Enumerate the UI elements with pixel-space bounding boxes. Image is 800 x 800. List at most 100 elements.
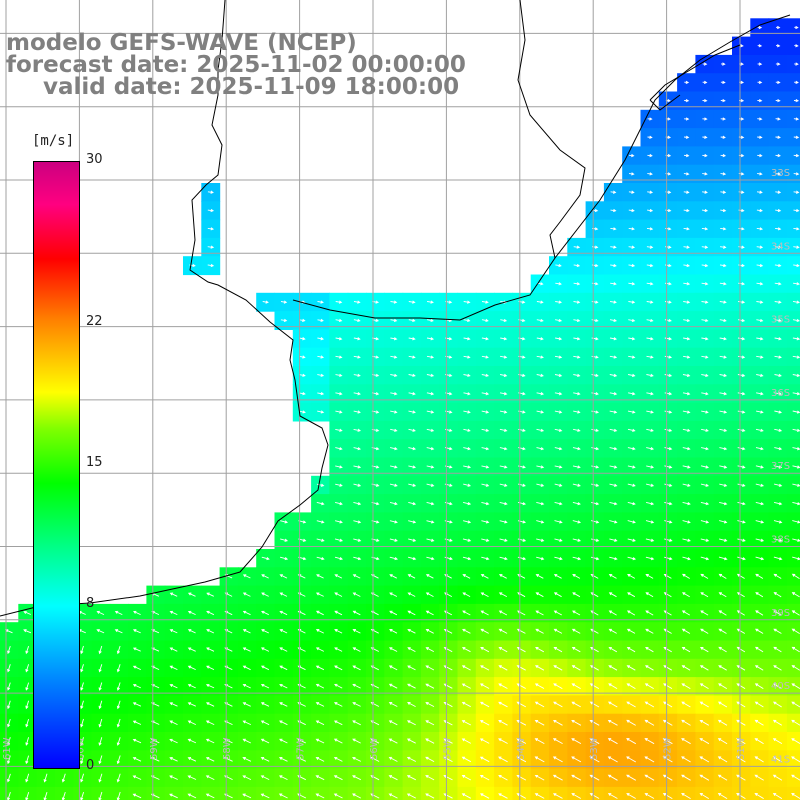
wind-arrow [555,282,562,286]
wind-arrow [718,556,728,561]
wind-arrow [6,755,11,765]
field-cell [786,274,800,294]
wind-arrow [720,245,727,249]
wind-arrow [754,683,764,689]
wind-arrow [25,718,30,728]
wind-arrow [114,610,123,616]
wind-arrow [463,447,471,451]
wind-arrow [572,592,581,598]
lon-label: 52W [663,737,674,760]
field-cell [786,201,800,221]
wind-arrow [132,793,142,799]
wind-arrow [187,702,196,707]
wind-arrow [663,683,673,689]
wind-arrow [353,355,361,359]
wind-arrow [644,701,655,708]
wind-arrow [461,665,471,671]
wind-arrow [626,665,636,671]
wind-arrow [717,756,728,763]
wind-arrow [793,208,800,213]
field-cell [786,347,800,367]
wind-arrow [683,318,691,323]
field-cell [786,603,800,623]
wind-arrow [646,392,654,396]
wind-arrow [627,556,637,561]
field-cell [109,786,129,800]
wind-arrow [720,62,726,66]
lat-label: 38S [771,535,790,546]
wind-arrow [591,483,600,487]
wind-arrow [516,756,527,763]
wind-arrow [280,318,288,323]
wind-arrow [701,245,709,249]
wind-arrow [646,447,655,451]
wind-arrow [500,318,508,323]
title-forecast-date: forecast date: 2025-11-02 00:00:00 [6,52,466,78]
wind-arrow [80,664,84,673]
wind-arrow [352,629,361,634]
wind-arrow [571,738,582,744]
wind-arrow [719,447,728,451]
wind-arrow [260,702,270,707]
wind-arrow [389,483,398,487]
wind-arrow [737,428,746,432]
wind-arrow [681,719,691,726]
field-cell [786,36,800,56]
wind-arrow [607,719,618,726]
wind-arrow [242,775,252,781]
wind-arrow [591,392,599,396]
wind-arrow [315,702,325,707]
wind-arrow [773,628,782,634]
wind-arrow [80,682,84,691]
field-cell [786,439,800,459]
field-cell [786,512,800,532]
wind-arrow [335,373,343,377]
wind-arrow [589,719,600,726]
field-cell [786,713,800,733]
wind-arrow [315,775,325,781]
wind-arrow [116,700,121,710]
wind-arrow [571,628,581,634]
wind-arrow [756,190,763,194]
wind-arrow [590,647,599,653]
wind-arrow [756,263,764,268]
wind-arrow [718,573,727,579]
wind-arrow [260,647,270,652]
wind-arrow [334,556,344,561]
wind-arrow [573,318,581,323]
wind-arrow [98,718,103,728]
wind-arrow [499,483,508,487]
wind-arrow [463,428,471,432]
wind-arrow [425,720,435,726]
wind-arrow [683,172,690,176]
wind-arrow [463,337,471,341]
wind-arrow [498,665,508,671]
wind-arrow [407,683,416,689]
wind-arrow [627,501,636,506]
wind-arrow [718,701,728,708]
wind-arrow [408,300,416,304]
wind-arrow [719,318,727,323]
wind-arrow [390,318,398,323]
wind-arrow [98,737,103,746]
wind-arrow [461,738,472,744]
wind-arrow [535,610,544,616]
wind-arrow [279,738,288,744]
field-cell [146,786,166,800]
field-cell [0,786,19,800]
wind-arrow [352,574,361,579]
wind-arrow [699,683,709,689]
wind-arrow [261,556,270,561]
wind-arrow [775,172,782,176]
wind-arrow [664,520,673,524]
wind-arrow [700,628,709,634]
wind-arrow [774,355,782,359]
wind-arrow [757,25,763,30]
field-cell [311,786,330,800]
wind-arrow [335,447,343,451]
field-cell [73,786,93,800]
wind-arrow [738,245,745,249]
wind-arrow [205,702,215,707]
wind-arrow [792,373,800,378]
wind-arrow [407,628,416,634]
